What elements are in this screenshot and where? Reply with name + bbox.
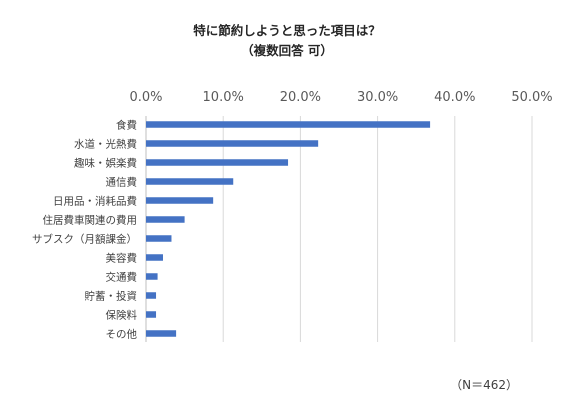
category-label: 住居費車関連の費用: [43, 214, 138, 227]
category-label: 日用品・消耗品費: [53, 195, 137, 208]
x-tick-label: 20.0%: [280, 90, 321, 105]
bars: [146, 121, 431, 337]
category-label: 趣味・娯楽費: [74, 157, 137, 170]
x-tick-label: 10.0%: [203, 90, 244, 105]
bar: [146, 159, 289, 166]
bar: [146, 273, 158, 280]
bar: [146, 292, 157, 299]
category-label: 美容費: [106, 252, 138, 265]
bar: [146, 216, 185, 223]
category-labels: 食費水道・光熱費趣味・娯楽費通信費日用品・消耗品費住居費車関連の費用サブスク（月…: [32, 119, 137, 341]
bar: [146, 235, 172, 242]
bar: [146, 330, 177, 337]
x-axis-ticks: 0.0% 10.0% 20.0% 30.0% 40.0% 50.0%: [129, 90, 552, 105]
bar: [146, 197, 214, 204]
category-label: 保険料: [106, 309, 138, 322]
bar: [146, 178, 234, 185]
category-label: サブスク（月額課金）: [32, 233, 137, 246]
chart-title: 特に節約しようと思った項目は？: [193, 23, 381, 38]
category-label: 交通費: [106, 271, 138, 284]
x-tick-label: 40.0%: [434, 90, 475, 105]
x-tick-label: 30.0%: [357, 90, 398, 105]
bar: [146, 121, 431, 128]
x-tick-label: 50.0%: [511, 90, 552, 105]
category-label: その他: [106, 328, 138, 341]
category-label: 水道・光熱費: [74, 138, 137, 151]
bar: [146, 254, 163, 261]
bar: [146, 140, 319, 147]
category-label: 貯蓄・投資: [85, 290, 138, 303]
category-label: 食費: [116, 119, 137, 132]
sample-size-note: （N＝462）: [450, 378, 518, 392]
bar: [146, 311, 157, 318]
gridlines: [145, 116, 533, 342]
x-tick-label: 0.0%: [129, 90, 162, 105]
category-label: 通信費: [106, 176, 138, 189]
chart-subtitle: （複数回答 可）: [241, 43, 333, 58]
